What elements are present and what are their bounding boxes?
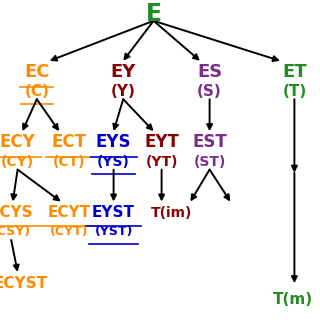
Text: (YS): (YS) [97,155,130,169]
Text: T(im): T(im) [150,206,192,220]
Text: ECYT: ECYT [47,205,90,220]
Text: ET: ET [282,63,307,81]
Text: (CSY): (CSY) [0,226,31,238]
Text: E: E [146,3,162,27]
Text: EYS: EYS [96,133,131,151]
Text: ECYS: ECYS [0,205,33,220]
Text: (C): (C) [24,84,49,99]
Text: ECT: ECT [51,133,86,151]
Text: EST: EST [192,133,227,151]
Text: (CYT): (CYT) [50,226,88,238]
Text: (YT): (YT) [145,155,178,169]
Text: EY: EY [110,63,136,81]
Text: (CT): (CT) [52,155,85,169]
Text: (S): (S) [197,84,222,99]
Text: EC: EC [24,63,50,81]
Text: T(m): T(m) [273,292,313,307]
Text: (ST): (ST) [193,155,226,169]
Text: (YST): (YST) [94,226,133,238]
Text: ECYST: ECYST [0,276,48,291]
Text: ECY: ECY [0,133,36,151]
Text: EYT: EYT [144,133,179,151]
Text: (T): (T) [282,84,307,99]
Text: (Y): (Y) [111,84,136,99]
Text: (CY): (CY) [1,155,34,169]
Text: EYST: EYST [92,205,135,220]
Text: ES: ES [197,63,222,81]
